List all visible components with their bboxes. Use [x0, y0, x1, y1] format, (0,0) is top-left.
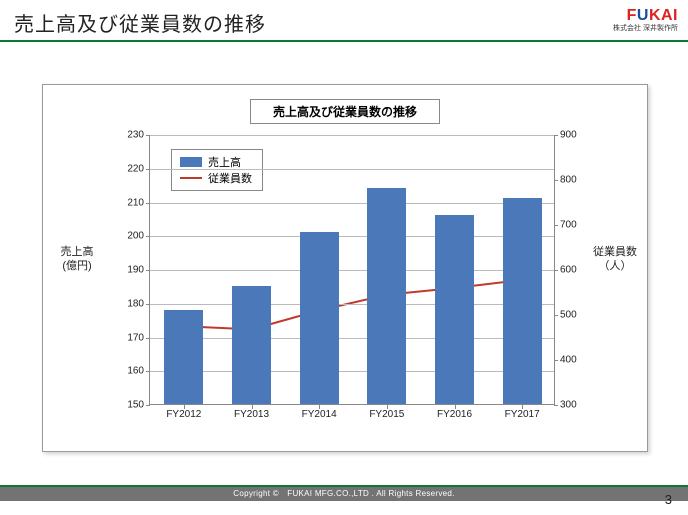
bar [367, 188, 406, 404]
y2-tick-label: 300 [560, 400, 590, 411]
slide-header: 売上高及び従業員数の推移 FUKAI 株式会社 深井製作所 [0, 0, 688, 46]
chart: 売上高及び従業員数の推移 売上高(億円) 従業員数（人） 売上高 従業員数 15… [43, 85, 647, 451]
y2-tick-label: 500 [560, 310, 590, 321]
x-tick-label: FY2016 [437, 409, 472, 420]
copyright-bar: Copyright © FUKAI MFG.CO.,LTD . All Righ… [0, 487, 688, 501]
x-tick-label: FY2012 [166, 409, 201, 420]
y1-tick-label: 210 [114, 197, 144, 208]
y1-tick-label: 150 [114, 400, 144, 411]
company-logo: FUKAI 株式会社 深井製作所 [613, 8, 678, 32]
y1-tick-label: 220 [114, 163, 144, 174]
y2-tick-label: 400 [560, 355, 590, 366]
y2-tick-label: 900 [560, 130, 590, 141]
bar [232, 286, 271, 404]
y1-tick-label: 190 [114, 265, 144, 276]
y2-axis-label: 従業員数（人） [587, 245, 643, 274]
logo-text: FUKAI [627, 7, 678, 24]
header-rule [0, 40, 688, 42]
y1-axis-label: 売上高(億円) [49, 245, 105, 274]
logo-subtext: 株式会社 深井製作所 [613, 25, 678, 32]
y1-tick-label: 230 [114, 130, 144, 141]
x-tick-label: FY2017 [505, 409, 540, 420]
chart-title: 売上高及び従業員数の推移 [250, 99, 440, 124]
x-tick-label: FY2013 [234, 409, 269, 420]
gridline [150, 169, 554, 170]
gridline [150, 338, 554, 339]
page-title: 売上高及び従業員数の推移 [14, 8, 674, 37]
y1-tick-label: 180 [114, 298, 144, 309]
x-tick-label: FY2014 [302, 409, 337, 420]
y2-tick-label: 800 [560, 175, 590, 186]
gridline [150, 203, 554, 204]
y1-tick-label: 200 [114, 231, 144, 242]
gridline [150, 270, 554, 271]
gridline [150, 371, 554, 372]
gridline [150, 304, 554, 305]
page-number: 3 [665, 492, 672, 507]
chart-card: 売上高及び従業員数の推移 売上高(億円) 従業員数（人） 売上高 従業員数 15… [42, 84, 648, 452]
slide-footer: Copyright © FUKAI MFG.CO.,LTD . All Righ… [0, 487, 688, 505]
y2-tick-label: 600 [560, 265, 590, 276]
y2-tick-label: 700 [560, 220, 590, 231]
gridline [150, 135, 554, 136]
bar [435, 215, 474, 404]
x-tick-label: FY2015 [369, 409, 404, 420]
y1-tick-label: 160 [114, 366, 144, 377]
bar [164, 310, 203, 405]
plot-area: 1501601701801902002102202303004005006007… [149, 135, 555, 405]
y1-tick-label: 170 [114, 332, 144, 343]
bar [300, 232, 339, 404]
bar [503, 198, 542, 404]
gridline [150, 236, 554, 237]
